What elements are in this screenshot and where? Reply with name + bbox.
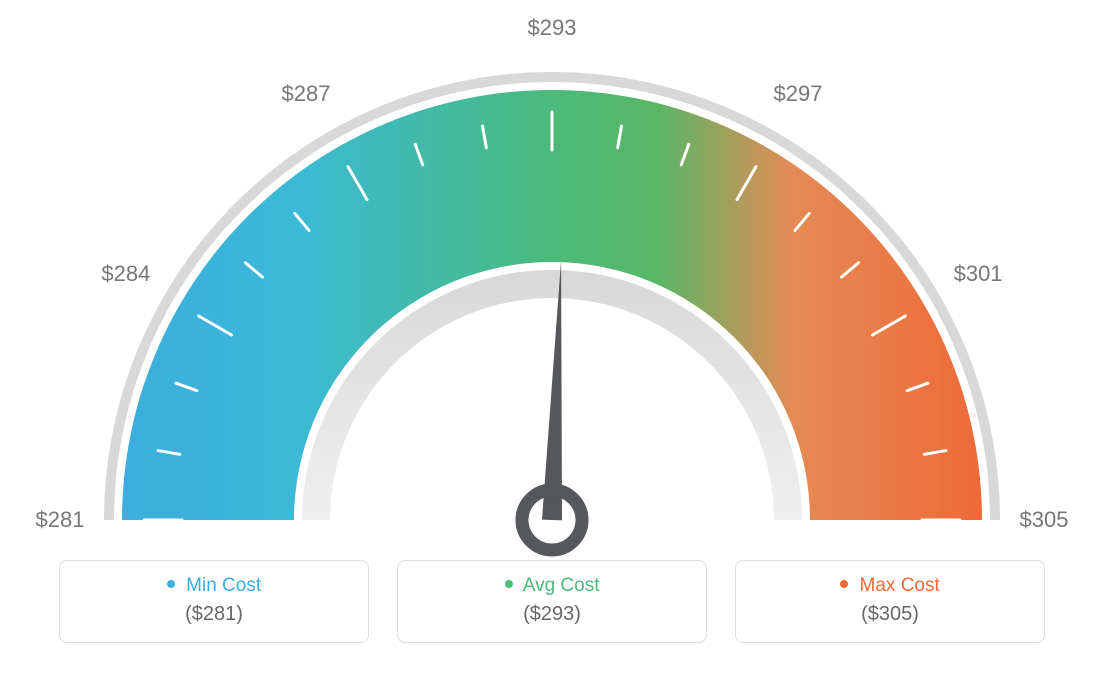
legend-title-max: Max Cost xyxy=(746,575,1034,597)
gauge-tick-label: $293 xyxy=(528,15,577,41)
legend-label-avg: Avg Cost xyxy=(523,575,600,596)
dot-min xyxy=(167,580,175,588)
legend-row: Min Cost ($281) Avg Cost ($293) Max Cost… xyxy=(0,560,1104,663)
legend-card-max: Max Cost ($305) xyxy=(735,560,1045,643)
gauge-tick-label: $305 xyxy=(1020,507,1069,533)
legend-label-max: Max Cost xyxy=(860,575,940,596)
legend-card-min: Min Cost ($281) xyxy=(59,560,369,643)
dot-avg xyxy=(505,580,513,588)
gauge-tick-label: $301 xyxy=(954,261,1003,287)
legend-value-min: ($281) xyxy=(70,603,358,626)
legend-label-min: Min Cost xyxy=(186,575,261,596)
gauge-svg xyxy=(0,0,1104,560)
legend-value-max: ($305) xyxy=(746,603,1034,626)
gauge-tick-label: $281 xyxy=(36,507,85,533)
legend-card-avg: Avg Cost ($293) xyxy=(397,560,707,643)
legend-value-avg: ($293) xyxy=(408,603,696,626)
gauge-tick-label: $297 xyxy=(774,81,823,107)
gauge-chart: $281 $284 $287 $293 $297 $301 $305 xyxy=(0,0,1104,560)
legend-title-avg: Avg Cost xyxy=(408,575,696,597)
gauge-tick-label: $284 xyxy=(101,261,150,287)
legend-title-min: Min Cost xyxy=(70,575,358,597)
gauge-tick-label: $287 xyxy=(282,81,331,107)
dot-max xyxy=(840,580,848,588)
